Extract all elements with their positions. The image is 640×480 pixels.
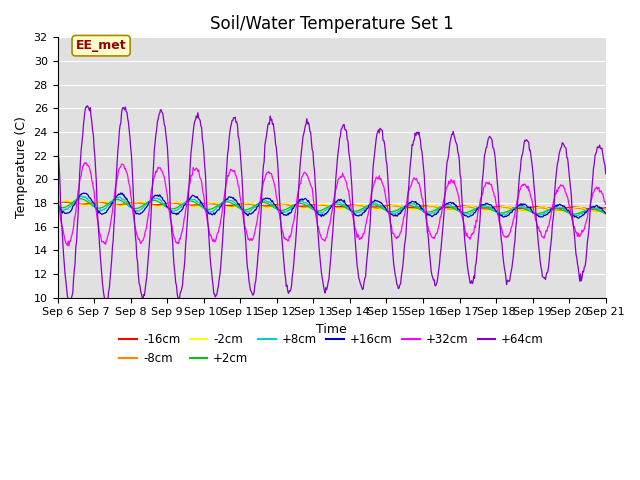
- Y-axis label: Temperature (C): Temperature (C): [15, 117, 28, 218]
- X-axis label: Time: Time: [316, 323, 347, 336]
- Legend: -16cm, -8cm, -2cm, +2cm, +8cm, +16cm, +32cm, +64cm: -16cm, -8cm, -2cm, +2cm, +8cm, +16cm, +3…: [115, 328, 548, 370]
- Text: EE_met: EE_met: [76, 39, 127, 52]
- Title: Soil/Water Temperature Set 1: Soil/Water Temperature Set 1: [210, 15, 454, 33]
